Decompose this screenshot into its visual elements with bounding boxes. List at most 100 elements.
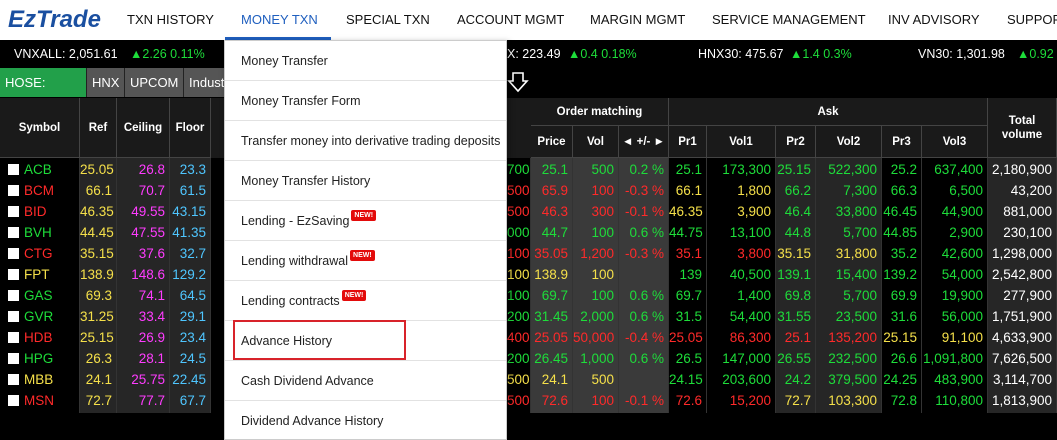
row-checkbox[interactable] [8,353,19,364]
tab-industry[interactable]: Indust [184,68,226,97]
cell-hidden: 100 [507,284,531,308]
cell-vol: 100 [573,179,619,203]
cell-floor: 129.2 [170,263,211,287]
cell-vol2: 31,800 [816,242,882,266]
row-checkbox[interactable] [8,248,19,259]
tab-hnx[interactable]: HNX [87,68,125,97]
menu-item-money-transfer-history[interactable]: Money Transfer History [225,161,506,201]
symbol-cell[interactable]: GVR [0,305,80,329]
col-price[interactable]: Price [531,126,573,158]
cell-vol1: 40,500 [707,263,776,287]
cell-floor: 23.4 [170,326,211,350]
cell-ceil: 74.1 [117,284,170,308]
cell-pr1: 26.5 [669,347,707,371]
row-checkbox[interactable] [8,311,19,322]
nav-money-txn[interactable]: MONEY TXN [241,12,318,27]
logo[interactable]: EzTrade [8,6,101,34]
symbol-cell[interactable]: FPT [0,263,80,287]
col-vol3[interactable]: Vol3 [922,126,988,158]
col-total-volume[interactable]: Total volume [988,98,1057,158]
menu-item-dividend-advance-history[interactable]: Dividend Advance History [225,401,506,440]
nav-inv-advisory[interactable]: INV ADVISORY [888,12,980,27]
table-row[interactable]: HDB 25.15 26.9 23.4 400 25.05 50,000 -0.4 % 25.0… [0,326,1057,350]
symbol-cell[interactable]: HPG [0,347,80,371]
cell-pr2: 25.1 [776,326,816,350]
col-pr2[interactable]: Pr2 [776,126,816,158]
nav-account-mgmt[interactable]: ACCOUNT MGMT [457,12,565,27]
table-row[interactable]: HPG 26.3 28.1 24.5 200 26.45 1,000 0.6 % 26.5 147… [0,347,1057,371]
menu-item-lending-ezsaving[interactable]: Lending - EzSaving NEW! [225,201,506,241]
menu-item-lending-withdrawal[interactable]: Lending withdrawal NEW! [225,241,506,281]
table-row[interactable]: BVH 44.45 47.55 41.35 000 44.7 100 0.6 % 44.75 13… [0,221,1057,245]
symbol-cell[interactable]: BID [0,200,80,224]
cell-pr2: 31.55 [776,305,816,329]
table-row[interactable]: ACB 25.05 26.8 23.3 700 25.1 500 0.2 % 25.1 173,3… [0,158,1057,182]
nav-special-txn[interactable]: SPECIAL TXN [346,12,430,27]
table-row[interactable]: CTG 35.15 37.6 32.7 100 35.05 1,200 -0.3 % 35.1 3… [0,242,1057,266]
row-checkbox[interactable] [8,227,19,238]
col-symbol[interactable]: Symbol [0,98,80,158]
row-checkbox[interactable] [8,374,19,385]
nav-margin-mgmt[interactable]: MARGIN MGMT [590,12,686,27]
table-row[interactable]: FPT 138.9 148.6 129.2 100 138.9 100 139 40,500 13… [0,263,1057,287]
cell-pr3: 66.3 [882,179,922,203]
cell-ceil: 148.6 [117,263,170,287]
col-change[interactable]: ◄ +/- ► [619,126,669,158]
nav-support[interactable]: SUPPOR [1007,12,1057,27]
row-checkbox[interactable] [8,206,19,217]
col-ref[interactable]: Ref [80,98,117,158]
row-checkbox[interactable] [8,164,19,175]
cell-ceil: 49.55 [117,200,170,224]
nav-txn-history[interactable]: TXN HISTORY [127,12,214,27]
symbol-cell[interactable]: BCM [0,179,80,203]
cell-vol: 2,000 [573,305,619,329]
table-row[interactable]: BID 46.35 49.55 43.15 500 46.3 300 -0.1 % 46.35 3… [0,200,1057,224]
col-vol1[interactable]: Vol1 [707,126,776,158]
table-row[interactable]: GAS 69.3 74.1 64.5 100 69.7 100 0.6 % 69.7 1,400 6… [0,284,1057,308]
col-ceiling[interactable]: Ceiling [117,98,170,158]
cell-hidden: 400 [507,326,531,350]
row-checkbox[interactable] [8,290,19,301]
col-pr1[interactable]: Pr1 [669,126,707,158]
cell-vol3: 6,500 [922,179,988,203]
table-row[interactable]: MSN 72.7 77.7 67.7 500 72.6 100 -0.1 % 72.6 15,20… [0,389,1057,413]
symbol-cell[interactable]: MSN [0,389,80,413]
table-row[interactable]: GVR 31.25 33.4 29.1 200 31.45 2,000 0.6 % 31.5 54… [0,305,1057,329]
symbol-text: HDB [24,330,53,345]
menu-item-advance-history[interactable]: Advance History [225,321,506,361]
cell-ref: 31.25 [80,305,117,329]
cell-vol2: 23,500 [816,305,882,329]
menu-item-money-transfer-form[interactable]: Money Transfer Form [225,81,506,121]
table-row[interactable]: BCM 66.1 70.7 61.5 500 65.9 100 -0.3 % 66.1 1,800… [0,179,1057,203]
col-pr3[interactable]: Pr3 [882,126,922,158]
symbol-cell[interactable]: GAS [0,284,80,308]
symbol-cell[interactable]: ACB [0,158,80,182]
symbol-cell[interactable]: MBB [0,368,80,392]
row-checkbox[interactable] [8,269,19,280]
cell-ref: 66.1 [80,179,117,203]
table-row[interactable]: MBB 24.1 25.75 22.45 500 24.1 500 24.15 203,600 2… [0,368,1057,392]
cell-chg: -0.1 % [619,200,669,224]
nav-service-management[interactable]: SERVICE MANAGEMENT [712,12,866,27]
col-floor[interactable]: Floor [170,98,211,158]
cell-total: 2,542,800 [988,263,1057,287]
expand-arrow-icon[interactable] [507,71,529,93]
menu-item-cash-dividend-advance[interactable]: Cash Dividend Advance [225,361,506,401]
symbol-cell[interactable]: CTG [0,242,80,266]
col-vol2[interactable]: Vol2 [816,126,882,158]
menu-item-label: Advance History [241,334,333,348]
tab-upcom[interactable]: UPCOM [125,68,184,97]
symbol-cell[interactable]: HDB [0,326,80,350]
cell-pr1: 24.15 [669,368,707,392]
col-vol[interactable]: Vol [573,126,619,158]
vnxall-change: ▲2.26 0.11% [130,47,205,61]
menu-item-transfer-money-into-derivative-trading-deposits[interactable]: Transfer money into derivative trading d… [225,121,506,161]
cell-hidden: 100 [507,242,531,266]
menu-item-money-transfer[interactable]: Money Transfer [225,41,506,81]
row-checkbox[interactable] [8,332,19,343]
tab-hose-vn30[interactable]: HOSE: VN30 [0,68,87,119]
symbol-cell[interactable]: BVH [0,221,80,245]
menu-item-lending-contracts[interactable]: Lending contracts NEW! [225,281,506,321]
row-checkbox[interactable] [8,395,19,406]
row-checkbox[interactable] [8,185,19,196]
